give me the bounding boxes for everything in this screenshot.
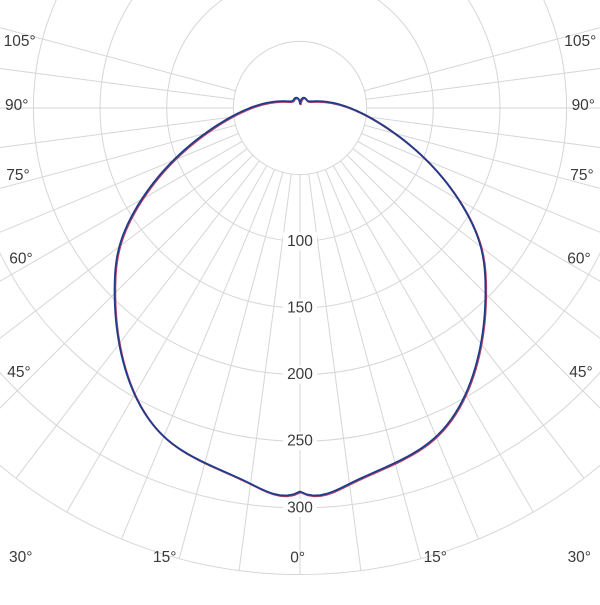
svg-text:30°: 30°: [568, 549, 591, 566]
svg-text:75°: 75°: [6, 167, 29, 184]
svg-text:15°: 15°: [153, 549, 176, 566]
svg-text:15°: 15°: [424, 549, 447, 566]
svg-text:0°: 0°: [290, 549, 305, 566]
svg-text:30°: 30°: [9, 549, 32, 566]
svg-text:105°: 105°: [4, 33, 36, 50]
svg-text:150: 150: [287, 299, 313, 316]
svg-text:250: 250: [287, 433, 313, 450]
svg-text:100: 100: [287, 233, 313, 250]
svg-text:60°: 60°: [9, 251, 32, 268]
svg-text:75°: 75°: [570, 167, 593, 184]
svg-text:300: 300: [287, 499, 313, 516]
svg-text:105°: 105°: [564, 33, 596, 50]
svg-text:90°: 90°: [572, 97, 595, 114]
svg-text:200: 200: [287, 366, 313, 383]
svg-text:60°: 60°: [567, 251, 590, 268]
svg-text:45°: 45°: [7, 364, 30, 381]
svg-text:45°: 45°: [569, 364, 592, 381]
svg-text:90°: 90°: [5, 97, 28, 114]
